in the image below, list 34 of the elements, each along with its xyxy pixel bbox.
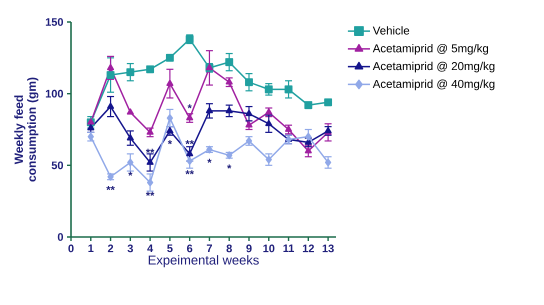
x-tick-label: 11 xyxy=(283,244,294,252)
y-tick-label: 100 xyxy=(46,90,64,98)
x-tick-label: 1 xyxy=(88,244,94,252)
annotation: * xyxy=(128,172,132,176)
y-tick-label: 150 xyxy=(46,18,64,26)
x-tick-label: 4 xyxy=(147,244,154,252)
y-axis-title: Weekly feed consumption (gm) xyxy=(14,78,38,182)
legend-label: Acetamiprid @ 5mg/kg xyxy=(372,44,488,55)
annotation: ** xyxy=(185,140,194,144)
legend-label: Acetamiprid @ 20mg/kg xyxy=(372,62,494,72)
x-axis-title: Expeimental weeks xyxy=(148,255,259,268)
x-tick-label: 10 xyxy=(263,244,274,252)
annotation: ** xyxy=(146,148,154,153)
x-tick-label: 5 xyxy=(167,244,173,252)
x-tick-label: 7 xyxy=(206,244,212,252)
annotation: ** xyxy=(146,192,154,196)
y-tick-label: 50 xyxy=(52,161,64,170)
annotation: * xyxy=(188,104,192,108)
x-tick-label: 8 xyxy=(226,244,232,252)
annotation: * xyxy=(207,158,212,163)
x-tick-label: 13 xyxy=(322,244,334,252)
x-tick-label: 12 xyxy=(302,244,314,252)
x-tick-label: 2 xyxy=(108,244,114,252)
annotation: ** xyxy=(185,170,194,174)
x-tick-label: 3 xyxy=(128,244,133,252)
x-tick-label: 0 xyxy=(68,244,74,252)
annotation: * xyxy=(227,164,232,169)
x-tick-label: 6 xyxy=(187,244,192,252)
y-tick-label: 0 xyxy=(58,233,64,241)
x-tick-label: 9 xyxy=(246,244,252,252)
annotation: ** xyxy=(106,186,115,190)
annotation: * xyxy=(168,140,172,144)
legend-label: Acetamiprid @ 40mg/kg xyxy=(372,80,494,90)
legend-label: Vehicle xyxy=(372,26,410,35)
